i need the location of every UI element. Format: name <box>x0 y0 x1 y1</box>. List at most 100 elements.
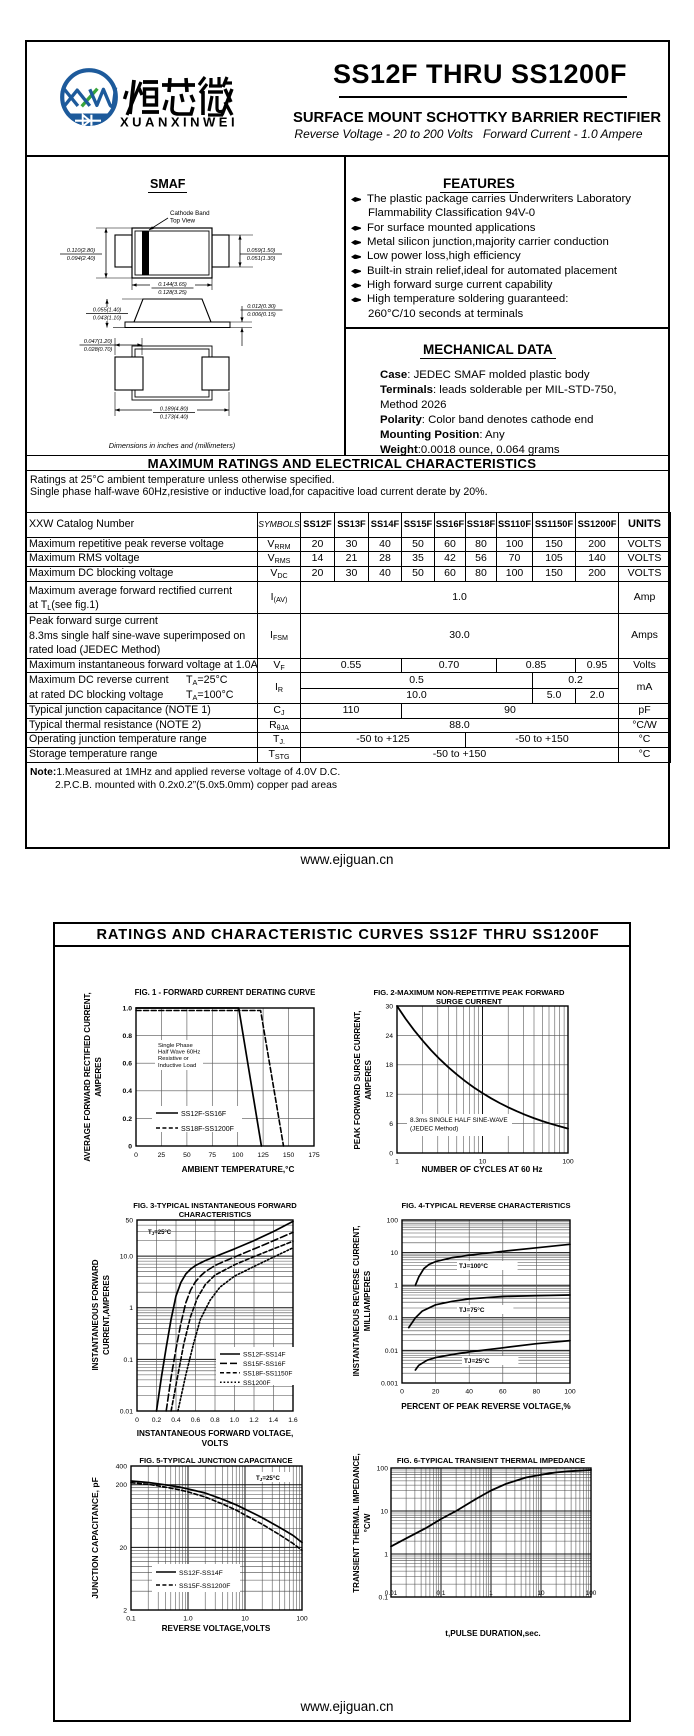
svg-text:NUMBER OF CYCLES AT 60 Hz: NUMBER OF CYCLES AT 60 Hz <box>421 1165 542 1174</box>
svg-text:0.4: 0.4 <box>171 1417 181 1424</box>
svg-text:REVERSE VOLTAGE,VOLTS: REVERSE VOLTAGE,VOLTS <box>162 1624 271 1633</box>
svg-text:FIG. 1 - FORWARD CURRENT DERAT: FIG. 1 - FORWARD CURRENT DERATING CURVE <box>135 988 316 997</box>
svg-text:24: 24 <box>385 1033 393 1040</box>
svg-text:125: 125 <box>257 1152 269 1159</box>
svg-text:FIG. 5-TYPICAL JUNCTION CAPACI: FIG. 5-TYPICAL JUNCTION CAPACITANCE <box>139 1456 292 1465</box>
svg-text:(JEDEC Method): (JEDEC Method) <box>410 1126 458 1133</box>
svg-text:0.6: 0.6 <box>123 1061 133 1068</box>
svg-text:75: 75 <box>209 1152 217 1159</box>
svg-text:50: 50 <box>125 1217 133 1224</box>
svg-text:FIG. 6-TYPICAL TRANSIENT THERM: FIG. 6-TYPICAL TRANSIENT THERMAL IMPEDAN… <box>397 1456 585 1465</box>
svg-text:0.01: 0.01 <box>120 1408 133 1415</box>
svg-text:Single Phase: Single Phase <box>158 1043 193 1049</box>
svg-text:30: 30 <box>385 1003 393 1010</box>
svg-text:Cathode Band: Cathode Band <box>170 210 210 217</box>
svg-text:50: 50 <box>183 1152 191 1159</box>
svg-text:INSTANTANEOUS FORWARD: INSTANTANEOUS FORWARD <box>91 1259 100 1370</box>
svg-text:100: 100 <box>562 1159 574 1166</box>
svg-text:1: 1 <box>129 1305 133 1312</box>
svg-text:175: 175 <box>308 1152 320 1159</box>
svg-text:°C/W: °C/W <box>363 1513 372 1532</box>
svg-text:100: 100 <box>586 1590 597 1597</box>
svg-text:10: 10 <box>390 1250 398 1257</box>
svg-text:AMBIENT TEMPERATURE,°C: AMBIENT TEMPERATURE,°C <box>182 1165 295 1174</box>
svg-text:SS12F-SS14F: SS12F-SS14F <box>243 1352 286 1359</box>
svg-text:0.012(0.30): 0.012(0.30) <box>247 304 276 310</box>
svg-text:AMPERES: AMPERES <box>94 1057 103 1097</box>
svg-text:200: 200 <box>116 1482 128 1489</box>
svg-text:6: 6 <box>389 1121 393 1128</box>
svg-text:0.01: 0.01 <box>385 1348 398 1355</box>
svg-text:10: 10 <box>380 1508 388 1515</box>
svg-text:0: 0 <box>134 1152 138 1159</box>
svg-text:PERCENT OF PEAK REVERSE VOLTAG: PERCENT OF PEAK REVERSE VOLTAGE,% <box>401 1402 571 1411</box>
svg-text:100: 100 <box>564 1389 576 1396</box>
svg-text:40: 40 <box>465 1389 473 1396</box>
svg-text:10: 10 <box>479 1159 487 1166</box>
svg-text:Dimensions in inches and (mill: Dimensions in inches and (millimeters) <box>109 441 236 450</box>
svg-text:VOLTS: VOLTS <box>202 1439 229 1448</box>
svg-text:0.173(4.40): 0.173(4.40) <box>160 415 189 421</box>
svg-text:TJ=25°C: TJ=25°C <box>256 1475 280 1482</box>
svg-text:100: 100 <box>296 1616 308 1623</box>
svg-text:150: 150 <box>283 1152 295 1159</box>
svg-text:0.8: 0.8 <box>210 1417 220 1424</box>
svg-text:0.028(0.70): 0.028(0.70) <box>84 347 113 353</box>
svg-text:0.059(1.50): 0.059(1.50) <box>247 248 276 254</box>
svg-text:INSTANTANEOUS FORWARD VOLTAGE,: INSTANTANEOUS FORWARD VOLTAGE, <box>137 1429 294 1438</box>
svg-text:CURRENT,AMPERES: CURRENT,AMPERES <box>102 1274 111 1355</box>
svg-text:SS1200F: SS1200F <box>243 1380 271 1387</box>
svg-text:0.8: 0.8 <box>123 1033 133 1040</box>
svg-text:0.001: 0.001 <box>381 1380 398 1387</box>
svg-text:0.051(1.30): 0.051(1.30) <box>247 256 276 262</box>
svg-text:Top View: Top View <box>170 218 196 225</box>
svg-text:0.6: 0.6 <box>191 1417 201 1424</box>
svg-text:0: 0 <box>389 1150 393 1157</box>
svg-text:8.3ms SINGLE HALF SINE-WAVE: 8.3ms SINGLE HALF SINE-WAVE <box>410 1117 508 1124</box>
svg-text:PEAK FORWARD SURGE CURRENT,: PEAK FORWARD SURGE CURRENT, <box>353 1011 362 1150</box>
svg-text:1.0: 1.0 <box>183 1616 193 1623</box>
svg-text:400: 400 <box>116 1463 128 1470</box>
svg-text:SS12F-SS14F: SS12F-SS14F <box>179 1570 223 1577</box>
svg-text:Half Wave 60Hz: Half Wave 60Hz <box>158 1050 200 1056</box>
svg-text:0.2: 0.2 <box>123 1116 133 1123</box>
svg-text:0.006(0.15): 0.006(0.15) <box>247 312 276 318</box>
svg-text:SS18F-SS1200F: SS18F-SS1200F <box>181 1126 234 1133</box>
svg-text:1.0: 1.0 <box>123 1005 133 1012</box>
svg-text:0: 0 <box>135 1417 139 1424</box>
svg-text:TRANSIENT THERMAL IMPEDANCE,: TRANSIENT THERMAL IMPEDANCE, <box>352 1453 361 1592</box>
svg-text:10: 10 <box>241 1616 249 1623</box>
svg-text:FIG. 4-TYPICAL REVERSE CHARACT: FIG. 4-TYPICAL REVERSE CHARACTERISTICS <box>401 1201 570 1210</box>
svg-text:XUANXINWEI: XUANXINWEI <box>120 115 238 130</box>
svg-text:100: 100 <box>377 1465 389 1472</box>
svg-text:0.128(3.25): 0.128(3.25) <box>158 290 187 296</box>
svg-text:0.4: 0.4 <box>123 1088 133 1095</box>
svg-text:0.043(1.10): 0.043(1.10) <box>93 316 122 322</box>
svg-text:80: 80 <box>533 1389 541 1396</box>
svg-text:FIG. 3-TYPICAL INSTANTANEOUS F: FIG. 3-TYPICAL INSTANTANEOUS FORWARD <box>133 1201 297 1210</box>
svg-text:0.110(2.80): 0.110(2.80) <box>67 248 95 254</box>
svg-text:0.189(4.80): 0.189(4.80) <box>160 407 189 413</box>
svg-text:0.2: 0.2 <box>152 1417 162 1424</box>
svg-text:18: 18 <box>385 1062 393 1069</box>
svg-text:1.6: 1.6 <box>288 1417 298 1424</box>
svg-text:0.1: 0.1 <box>437 1590 446 1597</box>
svg-text:CHARACTERISTICS: CHARACTERISTICS <box>179 1210 252 1219</box>
svg-text:12: 12 <box>385 1092 393 1099</box>
svg-text:TJ=100°C: TJ=100°C <box>459 1262 488 1270</box>
svg-text:0.1: 0.1 <box>126 1616 136 1623</box>
svg-text:100: 100 <box>387 1217 399 1224</box>
svg-text:SURGE CURRENT: SURGE CURRENT <box>436 997 503 1006</box>
svg-text:t,PULSE DURATION,sec.: t,PULSE DURATION,sec. <box>445 1629 540 1638</box>
svg-text:SS18F-SS1150F: SS18F-SS1150F <box>243 1370 292 1377</box>
svg-text:60: 60 <box>499 1389 507 1396</box>
svg-text:2: 2 <box>123 1607 127 1614</box>
svg-text:1: 1 <box>489 1590 493 1597</box>
svg-text:20: 20 <box>432 1389 440 1396</box>
svg-text:25: 25 <box>158 1152 166 1159</box>
svg-text:FIG. 2-MAXIMUM NON-REPETITIVE: FIG. 2-MAXIMUM NON-REPETITIVE PEAK FORWA… <box>374 988 565 997</box>
svg-text:TJ=25°C: TJ=25°C <box>148 1230 172 1236</box>
svg-text:JUNCTION CAPACITANCE, pF: JUNCTION CAPACITANCE, pF <box>90 1477 100 1599</box>
svg-text:1: 1 <box>384 1551 388 1558</box>
svg-text:0.055(1.40): 0.055(1.40) <box>93 308 122 314</box>
